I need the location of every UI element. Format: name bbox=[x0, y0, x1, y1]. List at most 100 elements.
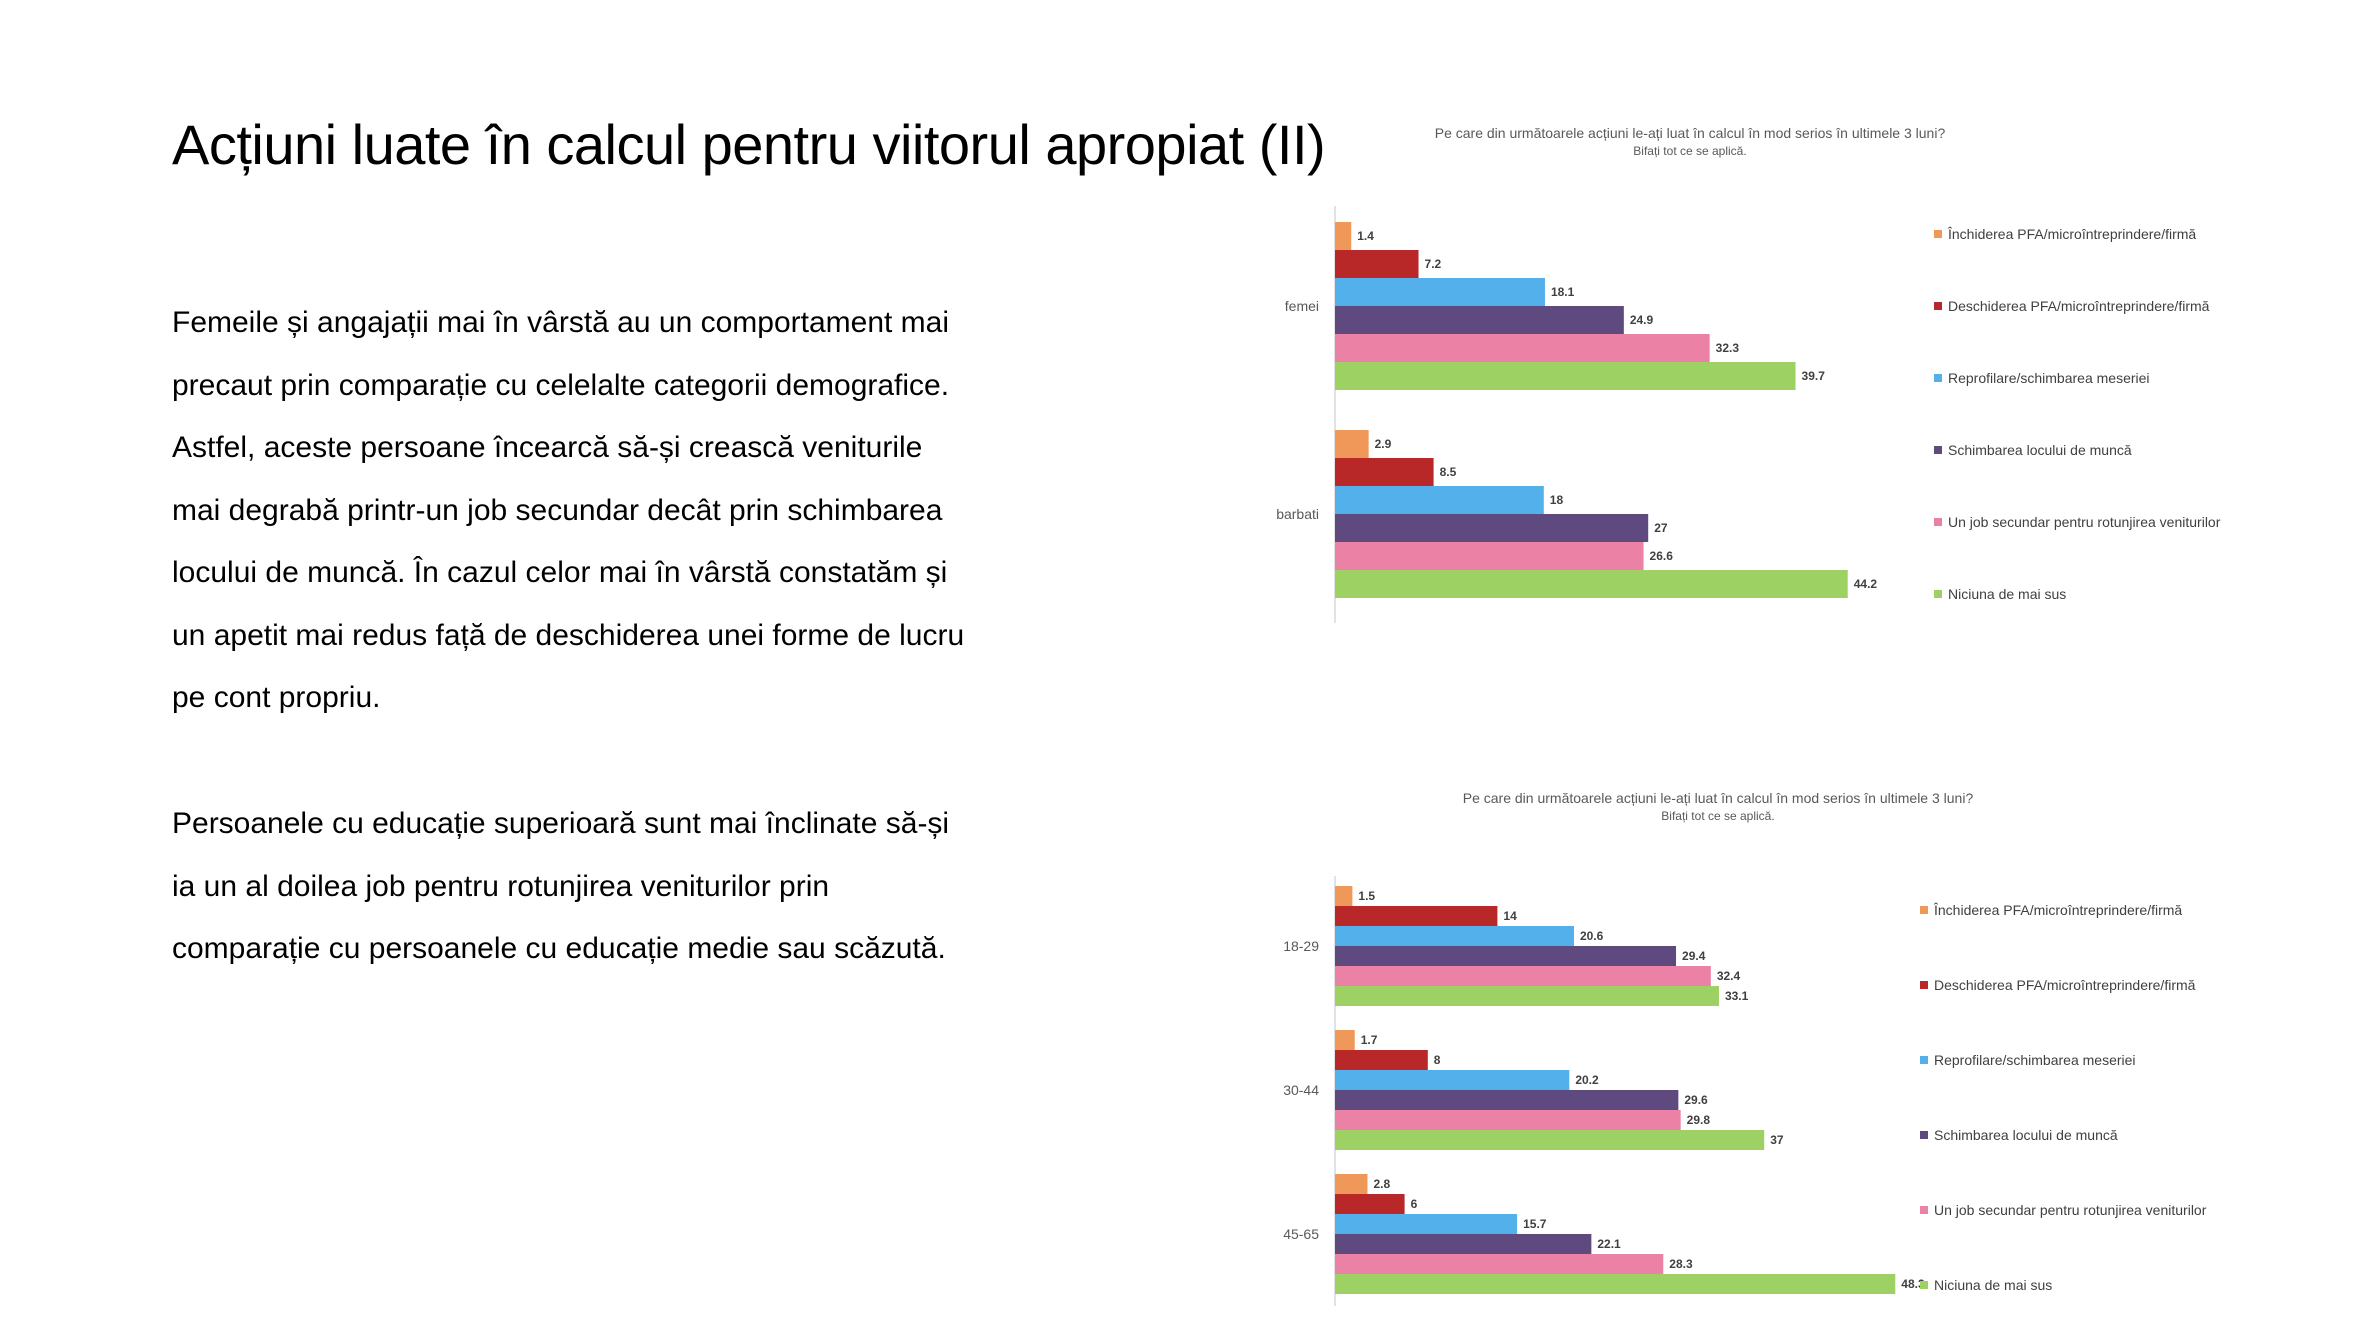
bar-barbati-un-job-secundar-pentru-rotunjirea-veniturilor bbox=[1335, 542, 1644, 570]
data-label-18-29-deschiderea-pfa-micro-ntreprindere-firm: 14 bbox=[1503, 909, 1517, 923]
bar-femei-reprofilare-schimbarea-meseriei bbox=[1335, 278, 1545, 306]
data-label-30-44-nchiderea-pfa-micro-ntreprindere-firm: 1.7 bbox=[1361, 1033, 1378, 1047]
legend-item-reprofilare-schimbarea-meseriei: Reprofilare/schimbarea meseriei bbox=[1934, 370, 2150, 386]
chart-gender: Pe care din următoarele acțiuni le-ați l… bbox=[1240, 118, 2362, 623]
data-label-barbati-un-job-secundar-pentru-rotunjirea-veniturilor: 26.6 bbox=[1650, 549, 1674, 563]
bar-barbati-reprofilare-schimbarea-meseriei bbox=[1335, 486, 1544, 514]
legend-swatch bbox=[1934, 302, 1942, 310]
category-label-barbati: barbati bbox=[1276, 506, 1319, 522]
data-label-30-44-schimbarea-locului-de-munc: 29.6 bbox=[1684, 1093, 1708, 1107]
legend-label: Deschiderea PFA/microîntreprindere/firmă bbox=[1934, 977, 2196, 993]
legend-item-reprofilare-schimbarea-meseriei: Reprofilare/schimbarea meseriei bbox=[1920, 1052, 2136, 1068]
data-label-barbati-nchiderea-pfa-micro-ntreprindere-firm: 2.9 bbox=[1375, 437, 1392, 451]
legend-item-deschiderea-pfa-micro-ntreprindere-firm: Deschiderea PFA/microîntreprindere/firmă bbox=[1920, 977, 2195, 993]
legend-item-schimbarea-locului-de-munc: Schimbarea locului de muncă bbox=[1920, 1127, 2118, 1143]
bar-femei-niciuna-de-mai-sus bbox=[1335, 362, 1796, 390]
legend-swatch bbox=[1920, 1056, 1928, 1064]
data-label-45-65-schimbarea-locului-de-munc: 22.1 bbox=[1597, 1237, 1621, 1251]
legend-label: Un job secundar pentru rotunjirea venitu… bbox=[1948, 514, 2221, 530]
bar-barbati-schimbarea-locului-de-munc bbox=[1335, 514, 1649, 542]
bar-45-65-un-job-secundar-pentru-rotunjirea-veniturilor bbox=[1335, 1254, 1664, 1274]
legend-label: Schimbarea locului de muncă bbox=[1948, 442, 2132, 458]
data-label-femei-nchiderea-pfa-micro-ntreprindere-firm: 1.4 bbox=[1357, 229, 1374, 243]
legend-label: Deschiderea PFA/microîntreprindere/firmă bbox=[1948, 298, 2210, 314]
legend-swatch bbox=[1920, 1131, 1928, 1139]
slide-title: Acțiuni luate în calcul pentru viitorul … bbox=[172, 113, 1326, 176]
legend-swatch bbox=[1934, 518, 1942, 526]
legend-swatch bbox=[1934, 374, 1942, 382]
legend-item-niciuna-de-mai-sus: Niciuna de mai sus bbox=[1934, 586, 2066, 602]
chart-age-title: Pe care din următoarele acțiuni le-ați l… bbox=[1462, 790, 1974, 806]
legend-swatch bbox=[1934, 590, 1942, 598]
data-label-femei-niciuna-de-mai-sus: 39.7 bbox=[1802, 369, 1826, 383]
bar-femei-schimbarea-locului-de-munc bbox=[1335, 306, 1624, 334]
data-label-45-65-reprofilare-schimbarea-meseriei: 15.7 bbox=[1523, 1217, 1547, 1231]
bar-45-65-niciuna-de-mai-sus bbox=[1335, 1274, 1896, 1294]
data-label-femei-schimbarea-locului-de-munc: 24.9 bbox=[1630, 313, 1654, 327]
legend-swatch bbox=[1934, 230, 1942, 238]
legend-label: Reprofilare/schimbarea meseriei bbox=[1934, 1052, 2136, 1068]
bar-45-65-deschiderea-pfa-micro-ntreprindere-firm bbox=[1335, 1194, 1405, 1214]
legend-swatch bbox=[1934, 446, 1942, 454]
legend-label: Niciuna de mai sus bbox=[1934, 1277, 2053, 1293]
legend-item-un-job-secundar-pentru-rotunjirea-veniturilor: Un job secundar pentru rotunjirea venitu… bbox=[1920, 1202, 2206, 1218]
bar-femei-nchiderea-pfa-micro-ntreprindere-firm bbox=[1335, 222, 1352, 250]
bar-barbati-deschiderea-pfa-micro-ntreprindere-firm bbox=[1335, 458, 1434, 486]
chart-gender-title: Pe care din următoarele acțiuni le-ați l… bbox=[1434, 125, 1946, 141]
data-label-18-29-nchiderea-pfa-micro-ntreprindere-firm: 1.5 bbox=[1358, 889, 1375, 903]
data-label-barbati-reprofilare-schimbarea-meseriei: 18 bbox=[1550, 493, 1564, 507]
legend-swatch bbox=[1920, 981, 1928, 989]
bar-18-29-schimbarea-locului-de-munc bbox=[1335, 946, 1677, 966]
legend-item-nchiderea-pfa-micro-ntreprindere-firm: Închiderea PFA/microîntreprindere/firmă bbox=[1920, 902, 2182, 918]
data-label-barbati-deschiderea-pfa-micro-ntreprindere-firm: 8.5 bbox=[1440, 465, 1457, 479]
legend-label: Reprofilare/schimbarea meseriei bbox=[1948, 370, 2150, 386]
data-label-45-65-deschiderea-pfa-micro-ntreprindere-firm: 6 bbox=[1411, 1197, 1418, 1211]
legend-item-schimbarea-locului-de-munc: Schimbarea locului de muncă bbox=[1934, 442, 2132, 458]
legend-swatch bbox=[1920, 1206, 1928, 1214]
legend-label: Închiderea PFA/microîntreprindere/firmă bbox=[1934, 902, 2183, 918]
chart-age-subtitle: Bifați tot ce se aplică. bbox=[1661, 809, 1775, 823]
bar-30-44-reprofilare-schimbarea-meseriei bbox=[1335, 1070, 1570, 1090]
bar-45-65-schimbarea-locului-de-munc bbox=[1335, 1234, 1592, 1254]
bar-30-44-niciuna-de-mai-sus bbox=[1335, 1130, 1765, 1150]
category-label-femei: femei bbox=[1285, 298, 1319, 314]
data-label-femei-reprofilare-schimbarea-meseriei: 18.1 bbox=[1551, 285, 1575, 299]
category-label-18-29: 18-29 bbox=[1283, 938, 1319, 954]
legend-item-nchiderea-pfa-micro-ntreprindere-firm: Închiderea PFA/microîntreprindere/firmă bbox=[1934, 226, 2196, 242]
bar-femei-un-job-secundar-pentru-rotunjirea-veniturilor bbox=[1335, 334, 1710, 362]
legend-item-deschiderea-pfa-micro-ntreprindere-firm: Deschiderea PFA/microîntreprindere/firmă bbox=[1934, 298, 2209, 314]
bar-45-65-reprofilare-schimbarea-meseriei bbox=[1335, 1214, 1518, 1234]
data-label-18-29-reprofilare-schimbarea-meseriei: 20.6 bbox=[1580, 929, 1604, 943]
legend-label: Un job secundar pentru rotunjirea venitu… bbox=[1934, 1202, 2207, 1218]
bar-18-29-niciuna-de-mai-sus bbox=[1335, 986, 1719, 1006]
category-label-30-44: 30-44 bbox=[1283, 1082, 1319, 1098]
legend-swatch bbox=[1920, 1281, 1928, 1289]
bar-30-44-nchiderea-pfa-micro-ntreprindere-firm bbox=[1335, 1030, 1355, 1050]
body-paragraph-education: Persoanele cu educație superioară sunt m… bbox=[172, 807, 950, 965]
bar-30-44-schimbarea-locului-de-munc bbox=[1335, 1090, 1679, 1110]
legend-item-un-job-secundar-pentru-rotunjirea-veniturilor: Un job secundar pentru rotunjirea venitu… bbox=[1934, 514, 2220, 530]
chart-gender-plot: femei 1.4 7.2 18.1 24.9 32.3 39.7 barbati 2.9 8.5… bbox=[1276, 206, 1877, 623]
category-label-45-65: 45-65 bbox=[1283, 1226, 1319, 1242]
data-label-18-29-niciuna-de-mai-sus: 33.1 bbox=[1725, 989, 1749, 1003]
bar-barbati-nchiderea-pfa-micro-ntreprindere-firm bbox=[1335, 430, 1369, 458]
bar-18-29-nchiderea-pfa-micro-ntreprindere-firm bbox=[1335, 886, 1353, 906]
chart-age: Pe care din următoarele acțiuni le-ați l… bbox=[1240, 784, 2362, 1324]
bar-barbati-niciuna-de-mai-sus bbox=[1335, 570, 1848, 598]
legend-label: Schimbarea locului de muncă bbox=[1934, 1127, 2118, 1143]
bar-45-65-nchiderea-pfa-micro-ntreprindere-firm bbox=[1335, 1174, 1368, 1194]
data-label-30-44-deschiderea-pfa-micro-ntreprindere-firm: 8 bbox=[1434, 1053, 1441, 1067]
data-label-30-44-un-job-secundar-pentru-rotunjirea-veniturilor: 29.8 bbox=[1687, 1113, 1711, 1127]
chart-gender-subtitle: Bifați tot ce se aplică. bbox=[1633, 144, 1747, 158]
bar-18-29-reprofilare-schimbarea-meseriei bbox=[1335, 926, 1574, 946]
data-label-45-65-niciuna-de-mai-sus: 48.3 bbox=[1901, 1277, 1925, 1291]
data-label-30-44-niciuna-de-mai-sus: 37 bbox=[1770, 1133, 1784, 1147]
legend-swatch bbox=[1920, 906, 1928, 914]
legend-label: Închiderea PFA/microîntreprindere/firmă bbox=[1948, 226, 2197, 242]
body-paragraph-gender-age: Femeile și angajații mai în vârstă au un… bbox=[172, 306, 965, 714]
data-label-barbati-schimbarea-locului-de-munc: 27 bbox=[1654, 521, 1668, 535]
bar-30-44-deschiderea-pfa-micro-ntreprindere-firm bbox=[1335, 1050, 1428, 1070]
data-label-femei-deschiderea-pfa-micro-ntreprindere-firm: 7.2 bbox=[1425, 257, 1442, 271]
bar-18-29-deschiderea-pfa-micro-ntreprindere-firm bbox=[1335, 906, 1498, 926]
bar-18-29-un-job-secundar-pentru-rotunjirea-veniturilor bbox=[1335, 966, 1711, 986]
